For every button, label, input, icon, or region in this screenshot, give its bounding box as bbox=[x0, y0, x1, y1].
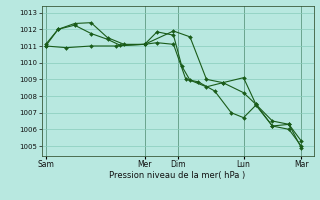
X-axis label: Pression niveau de la mer( hPa ): Pression niveau de la mer( hPa ) bbox=[109, 171, 246, 180]
